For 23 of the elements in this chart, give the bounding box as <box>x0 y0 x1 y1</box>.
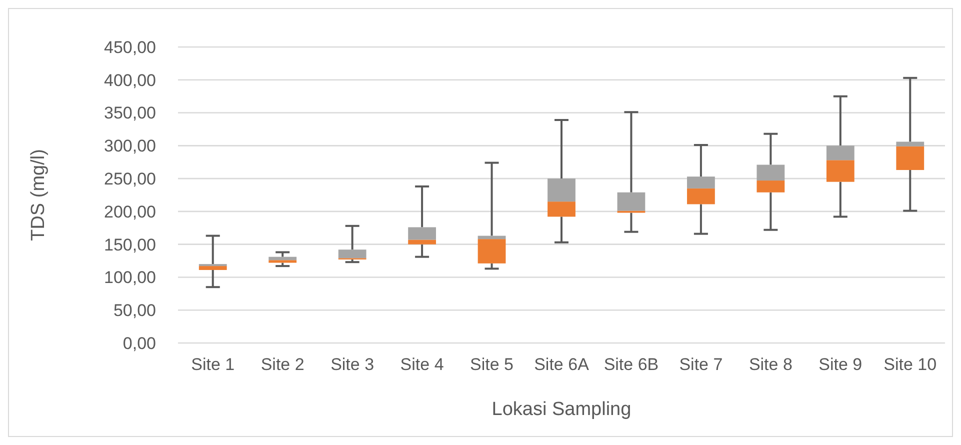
x-tick-label: Site 10 <box>884 355 937 374</box>
x-tick-label: Site 1 <box>191 355 235 374</box>
y-tick-label: 350,00 <box>104 104 156 123</box>
y-tick-label: 200,00 <box>104 202 156 222</box>
y-tick-label: 400,00 <box>104 70 156 90</box>
y-axis-title: TDS (mg/l) <box>28 149 49 241</box>
x-tick-label: Site 3 <box>330 355 374 374</box>
x-tick-label: Site 6B <box>604 355 659 374</box>
y-tick-label: 150,00 <box>104 235 156 254</box>
x-tick-label: Site 8 <box>748 355 792 374</box>
y-tick-label: 250,00 <box>104 170 156 189</box>
x-tick-label: Site 7 <box>679 355 723 374</box>
x-axis-title: Lokasi Sampling <box>492 399 632 420</box>
y-tick-label: 450,00 <box>104 38 156 57</box>
y-tick-label: 300,00 <box>104 136 156 156</box>
x-tick-label: Site 9 <box>818 355 862 374</box>
y-tick-label: 0,00 <box>122 334 156 353</box>
x-tick-label: Site 2 <box>260 355 304 374</box>
x-tick-label: Site 5 <box>470 355 514 374</box>
y-tick-label: 100,00 <box>104 268 156 288</box>
y-tick-label: 50,00 <box>113 301 156 320</box>
x-tick-label: Site 4 <box>400 355 444 374</box>
x-tick-label: Site 6A <box>534 355 590 374</box>
